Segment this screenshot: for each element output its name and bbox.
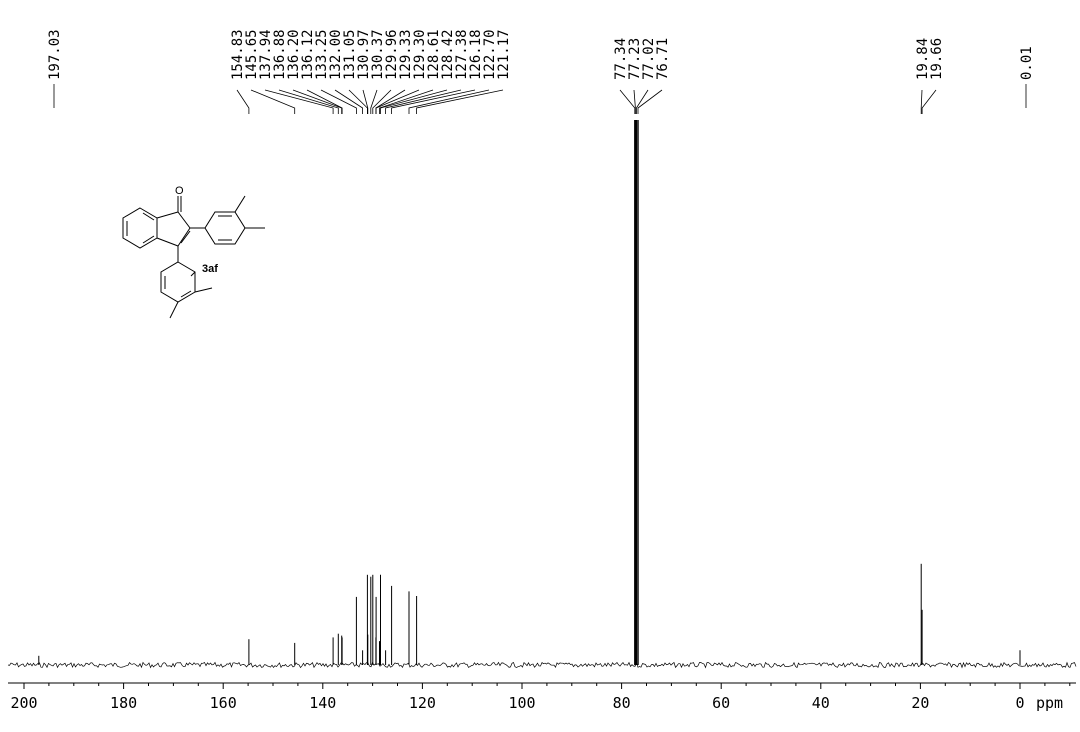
peak-leader-126.18 xyxy=(391,89,476,114)
peak-leader-130.37 xyxy=(370,89,378,114)
peak-leader-76.71 xyxy=(637,89,663,114)
peak-label-128.42: 128.42 xyxy=(440,29,456,80)
peak-label-19.66: 19.66 xyxy=(929,38,945,80)
aryl-ring-upper xyxy=(204,211,246,245)
peak-leader-77.23 xyxy=(633,89,636,114)
peak-labels: 197.03 154.83145.65137.94136.88136.20136.… xyxy=(47,29,1035,114)
peak-label-130.37: 130.37 xyxy=(370,29,386,80)
peak-label-129.96: 129.96 xyxy=(384,29,400,80)
peak-leader-145.65 xyxy=(250,89,296,114)
peak-leader-136.88 xyxy=(278,89,339,114)
peak-label-133.25: 133.25 xyxy=(314,29,330,80)
peak-label-121.17: 121.17 xyxy=(496,29,512,80)
x-tick-label-120: 120 xyxy=(409,694,436,712)
peak-label-126.18: 126.18 xyxy=(468,29,484,80)
peak-leader-128.42 xyxy=(380,89,448,114)
peak-leader-136.12 xyxy=(306,89,343,114)
peak-label-77.02: 77.02 xyxy=(641,38,657,80)
peak-label-128.61: 128.61 xyxy=(426,29,442,80)
peak-leader-129.30 xyxy=(375,89,420,114)
peak-label-77.23: 77.23 xyxy=(627,38,643,80)
peak-leader-130.97 xyxy=(362,89,369,114)
peak-label-76.71: 76.71 xyxy=(655,38,671,80)
x-axis-unit-label: ppm xyxy=(1036,694,1063,712)
spectrum-peaks xyxy=(38,120,1021,665)
peak-label-19.84: 19.84 xyxy=(915,38,931,80)
oxygen-atom-label: O xyxy=(175,185,184,197)
peak-leader-19.66 xyxy=(921,89,937,114)
x-tick-label-0: 0 xyxy=(1015,694,1024,712)
peak-label-137.94: 137.94 xyxy=(258,29,274,80)
peak-label-136.88: 136.88 xyxy=(272,29,288,80)
peak-label-77.34: 77.34 xyxy=(613,38,629,80)
peak-leader-132.00 xyxy=(334,89,364,114)
peak-leader-121.17 xyxy=(416,89,504,114)
peak-label-136.12: 136.12 xyxy=(300,29,316,80)
peak-leader-131.05 xyxy=(348,89,368,114)
x-tick-label-60: 60 xyxy=(712,694,730,712)
baseline-noise-trace xyxy=(7,661,1077,669)
baseline-noise xyxy=(7,661,1077,669)
peak-label-129.33: 129.33 xyxy=(398,29,414,80)
x-axis: 200 180 160 140 120 100 80 60 40 20 0 ppm xyxy=(8,682,1076,712)
x-tick-label-80: 80 xyxy=(613,694,631,712)
peak-leader-77.02 xyxy=(636,89,649,114)
x-tick-label-40: 40 xyxy=(812,694,830,712)
aryl-ring-lower xyxy=(160,261,196,303)
peak-leader-127.38 xyxy=(385,89,462,114)
peak-leader-77.34 xyxy=(619,89,636,114)
peak-label-154.83: 154.83 xyxy=(230,29,246,80)
peak-leader-122.70 xyxy=(408,89,490,114)
peak-leader-19.84 xyxy=(920,89,923,114)
x-tick-label-180: 180 xyxy=(110,694,137,712)
peak-label-122.70: 122.70 xyxy=(482,29,498,80)
peak-label-145.65: 145.65 xyxy=(244,29,260,80)
peak-label-130.97: 130.97 xyxy=(356,29,372,80)
x-tick-label-200: 200 xyxy=(10,694,37,712)
peak-label-131.05: 131.05 xyxy=(342,29,358,80)
x-tick-label-160: 160 xyxy=(210,694,237,712)
peak-leader-128.61 xyxy=(379,89,434,114)
compound-label: 3af xyxy=(202,263,218,275)
peak-label-129.30: 129.30 xyxy=(412,29,428,80)
x-tick-label-140: 140 xyxy=(309,694,336,712)
peak-label-197.03: 197.03 xyxy=(47,29,63,80)
benzo-ring xyxy=(122,207,158,249)
peak-label-127.38: 127.38 xyxy=(454,29,470,80)
peak-leader-129.96 xyxy=(372,89,392,114)
molecule-structure-drawing: O 3af xyxy=(122,185,265,319)
peak-leader-154.83 xyxy=(236,89,250,114)
peak-leader-137.94 xyxy=(264,89,334,114)
peak-label-132.00: 132.00 xyxy=(328,29,344,80)
peak-label-0.01: 0.01 xyxy=(1019,46,1035,80)
peak-label-136.20: 136.20 xyxy=(286,29,302,80)
x-tick-label-100: 100 xyxy=(508,694,535,712)
peak-leader-133.25 xyxy=(320,89,357,114)
x-tick-label-20: 20 xyxy=(911,694,929,712)
